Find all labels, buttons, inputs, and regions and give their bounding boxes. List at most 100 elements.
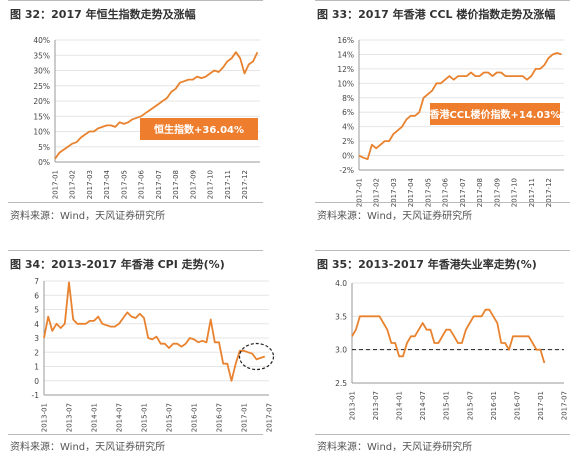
y-tick-label: 2.5: [335, 379, 347, 388]
x-tick-label: 2017-07: [266, 403, 274, 432]
x-tick-label: 2017-09: [189, 170, 197, 199]
x-tick-label: 2014-01: [91, 403, 99, 432]
y-tick-label: 15%: [33, 112, 50, 121]
y-tick-label: 4.0: [335, 279, 347, 288]
chart-svg: 0% 5% 10% 15% 20% 25% 30% 35% 40% 2017-01 2017-02 2…: [33, 36, 260, 199]
y-tick-label: 4: [34, 320, 39, 329]
y-tick-label: 35%: [33, 51, 50, 60]
x-tick-label: 2017-10: [511, 178, 519, 207]
bottom-divider: [315, 434, 570, 435]
highlight-circle: [238, 342, 275, 371]
x-tick-label: 2017-07: [459, 178, 467, 207]
chart-title: 图 32：2017 年恒生指数走势及涨幅: [10, 8, 196, 21]
x-tick-label: 2017-07: [561, 391, 569, 420]
x-tick-label: 2017-12: [241, 170, 249, 199]
source-note: 资料来源：Wind，天风证券研究所: [317, 211, 473, 222]
x-tick-label: 2017-05: [120, 170, 128, 199]
chart-title: 图 33：2017 年香港 CCL 楼价指数走势及涨幅: [317, 8, 556, 21]
x-tick-label: 2017-04: [103, 169, 111, 199]
source-note: 资料来源：Wind，天风证券研究所: [10, 442, 166, 453]
x-tick-label: 2017-01: [241, 403, 249, 432]
x-tick-label: 2016-01: [191, 403, 199, 432]
y-tick-label: 2%: [342, 137, 354, 146]
x-tick-label: 2015-07: [166, 403, 174, 432]
x-tick-label: 2017-11: [528, 178, 536, 207]
x-tick-label: 2017-01: [537, 391, 545, 420]
y-tick-label: 3: [34, 334, 39, 343]
annotation-box: [430, 103, 560, 125]
series-line: [351, 308, 546, 364]
annotation-label: 恒生指数+36.04%: [154, 123, 244, 136]
y-tick-label: 4%: [342, 123, 354, 132]
x-tick-label: 2015-07: [466, 391, 474, 420]
x-tick-label: 2014-07: [419, 391, 427, 420]
y-tick-label: 5%: [38, 143, 50, 152]
x-tick-label: 2016-01: [490, 391, 498, 420]
x-tick-label: 2017-03: [390, 178, 398, 207]
y-tick-label: 16%: [337, 36, 354, 45]
x-tick-label: 2017-01: [52, 170, 60, 199]
y-tick-label: 40%: [33, 36, 50, 45]
source-note: 资料来源：Wind，天风证券研究所: [10, 211, 166, 222]
top-divider: [8, 250, 263, 251]
x-tick-label: 2016-07: [513, 391, 521, 420]
y-tick-label: 6%: [342, 108, 354, 117]
y-tick-label: -2%: [339, 166, 354, 175]
x-tick-label: 2013-07: [66, 403, 74, 432]
x-tick-label: 2017-12: [545, 178, 553, 207]
x-tick-label: 2017-08: [476, 178, 484, 207]
x-tick-label: 2014-07: [116, 403, 124, 432]
x-tick-label: 2017-11: [224, 170, 232, 199]
y-tick-label: 0%: [342, 152, 354, 161]
chart-svg: -2% 0% 2% 4% 6% 8% 10% 12% 14% 16% 2017-01 2017-02 2…: [337, 36, 564, 207]
series-line: [54, 51, 259, 160]
y-tick-label: 6: [34, 291, 39, 300]
x-tick-label: 2017-04: [407, 177, 415, 207]
x-tick-label: 2017-09: [493, 178, 501, 207]
series-line: [43, 281, 266, 382]
bottom-divider: [315, 202, 570, 203]
x-tick-label: 2013-01: [41, 403, 49, 432]
source-note: 资料来源：Wind，天风证券研究所: [317, 442, 473, 453]
x-tick-label: 2017-07: [155, 170, 163, 199]
y-tick-label: 14%: [337, 50, 354, 59]
x-tick-label: 2017-06: [442, 177, 450, 207]
bottom-divider: [8, 202, 263, 203]
top-divider: [315, 0, 570, 1]
annotation-label: 香港CCL楼价指数+14.03%: [429, 108, 560, 121]
bottom-divider: [8, 434, 263, 435]
top-divider: [315, 250, 570, 251]
x-tick-label: 2013-01: [349, 391, 357, 420]
chart-title: 图 35：2013-2017 年香港失业率走势(%): [317, 258, 537, 271]
top-divider: [8, 0, 263, 1]
x-tick-label: 2015-01: [443, 391, 451, 420]
chart-svg: -1 0 1 2 3 4 5 6 7 2013-01 2013-07 2014-01 2014-07 20…: [32, 277, 275, 432]
y-tick-label: 20%: [33, 97, 50, 106]
x-tick-label: 2015-01: [141, 403, 149, 432]
y-tick-label: 30%: [33, 67, 50, 76]
x-tick-label: 2017-03: [86, 170, 94, 199]
x-tick-label: 2017-02: [69, 170, 77, 199]
x-tick-label: 2013-07: [372, 391, 380, 420]
x-tick-label: 2017-10: [207, 170, 215, 199]
x-tick-label: 2017-06: [138, 169, 146, 199]
y-tick-label: -1: [32, 391, 40, 400]
y-tick-label: 1: [34, 363, 39, 372]
y-tick-label: 25%: [33, 82, 50, 91]
y-tick-label: 7: [34, 277, 39, 286]
x-tick-label: 2014-01: [396, 391, 404, 420]
x-tick-label: 2017-08: [172, 170, 180, 199]
annotation-box: [140, 118, 258, 140]
y-tick-label: 8%: [342, 94, 354, 103]
chart-svg: 2.5 3.0 3.5 4.0 2013-01 2013-07 2014-01 2014-07…: [335, 279, 569, 420]
x-tick-label: 2017-01: [356, 178, 364, 207]
y-tick-label: 5: [34, 306, 39, 315]
x-tick-label: 2017-02: [373, 178, 381, 207]
chart-title: 图 34：2013-2017 年香港 CPI 走势(%): [10, 258, 225, 271]
y-tick-label: 10%: [33, 128, 50, 137]
y-tick-label: 10%: [337, 79, 354, 88]
x-tick-label: 2016-07: [216, 403, 224, 432]
y-tick-label: 3.5: [335, 312, 347, 321]
y-tick-label: 0%: [38, 158, 50, 167]
series-line: [358, 52, 562, 161]
